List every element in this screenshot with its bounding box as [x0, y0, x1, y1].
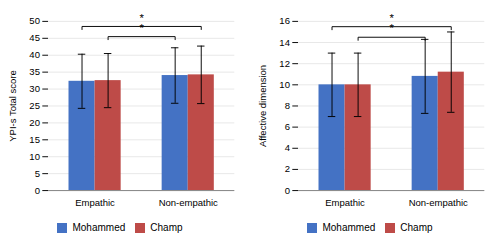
svg-text:Non-empathic: Non-empathic: [159, 197, 218, 208]
svg-text:35: 35: [29, 66, 40, 77]
svg-text:0: 0: [285, 185, 290, 196]
svg-text:20: 20: [29, 117, 40, 128]
svg-text:10: 10: [279, 79, 290, 90]
svg-text:16: 16: [279, 15, 290, 26]
html-text:Mohammed: Mohammed: [72, 222, 126, 233]
html-text:Champ: Champ: [400, 222, 433, 233]
svg-text:10: 10: [29, 151, 40, 162]
svg-text:15: 15: [29, 134, 40, 145]
svg-text:Non-empathic: Non-empathic: [409, 197, 468, 208]
svg-text:Empathic: Empathic: [75, 197, 115, 208]
svg-text:Affective dimension: Affective dimension: [257, 65, 268, 147]
html-text:Champ: Champ: [150, 222, 183, 233]
svg-text:30: 30: [29, 83, 40, 94]
svg-text:40: 40: [29, 49, 40, 60]
svg-text:12: 12: [279, 58, 290, 69]
svg-text:4: 4: [285, 142, 290, 153]
svg-text:6: 6: [285, 121, 290, 132]
svg-text:14: 14: [279, 37, 290, 48]
svg-text:50: 50: [29, 15, 40, 26]
svg-text:25: 25: [29, 100, 40, 111]
svg-text:2: 2: [285, 163, 290, 174]
svg-text:*: *: [389, 22, 394, 34]
svg-text:8: 8: [285, 100, 290, 111]
svg-text:Empathic: Empathic: [325, 197, 365, 208]
svg-text:YPI-s Total score: YPI-s Total score: [7, 70, 18, 142]
svg-text:*: *: [139, 22, 144, 34]
svg-text:45: 45: [29, 32, 40, 43]
svg-text:0: 0: [35, 185, 40, 196]
html-text:Mohammed: Mohammed: [322, 222, 376, 233]
svg-text:5: 5: [35, 168, 40, 179]
